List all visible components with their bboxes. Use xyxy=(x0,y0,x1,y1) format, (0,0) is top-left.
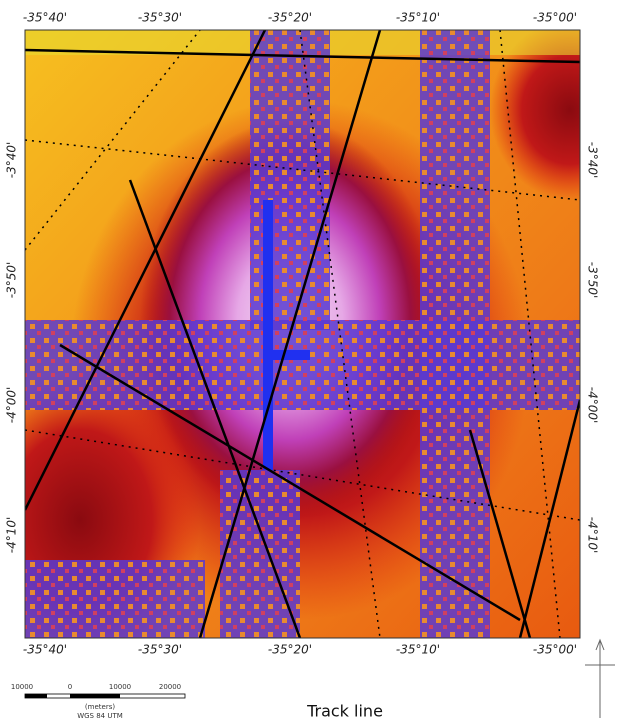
scale-label: 10000 xyxy=(109,683,131,691)
latitude-label: -4°10' xyxy=(5,517,19,554)
longitude-label: -35°00' xyxy=(533,11,577,25)
longitude-label: -35°20' xyxy=(268,643,312,657)
scale-label: 20000 xyxy=(159,683,181,691)
latitude-label: -4°00' xyxy=(586,387,600,424)
scale-bar-graphic xyxy=(24,693,186,699)
longitude-label: -35°20' xyxy=(268,11,312,25)
longitude-label: -35°10' xyxy=(396,643,440,657)
latitude-label: -3°40' xyxy=(586,142,600,179)
longitude-label: -35°30' xyxy=(138,643,182,657)
latitude-label: -4°00' xyxy=(5,387,19,424)
longitude-label: -35°00' xyxy=(533,643,577,657)
longitude-label: -35°10' xyxy=(396,11,440,25)
latitude-label: -3°50' xyxy=(586,262,600,299)
latitude-label: -3°40' xyxy=(5,142,19,179)
scale-label: 10000 xyxy=(11,683,33,691)
scale-datum: WGS 84 UTM xyxy=(77,712,123,720)
longitude-label: -35°40' xyxy=(23,11,67,25)
longitude-label: -35°40' xyxy=(23,643,67,657)
scale-label: 0 xyxy=(68,683,72,691)
north-arrow xyxy=(585,638,615,718)
longitude-label: -35°30' xyxy=(138,11,182,25)
latitude-label: -3°50' xyxy=(5,262,19,299)
map-area xyxy=(25,30,580,638)
map-frame xyxy=(24,29,581,639)
caption: Track line xyxy=(306,702,383,720)
scale-unit: (meters) xyxy=(85,703,115,711)
latitude-label: -4°10' xyxy=(586,517,600,554)
